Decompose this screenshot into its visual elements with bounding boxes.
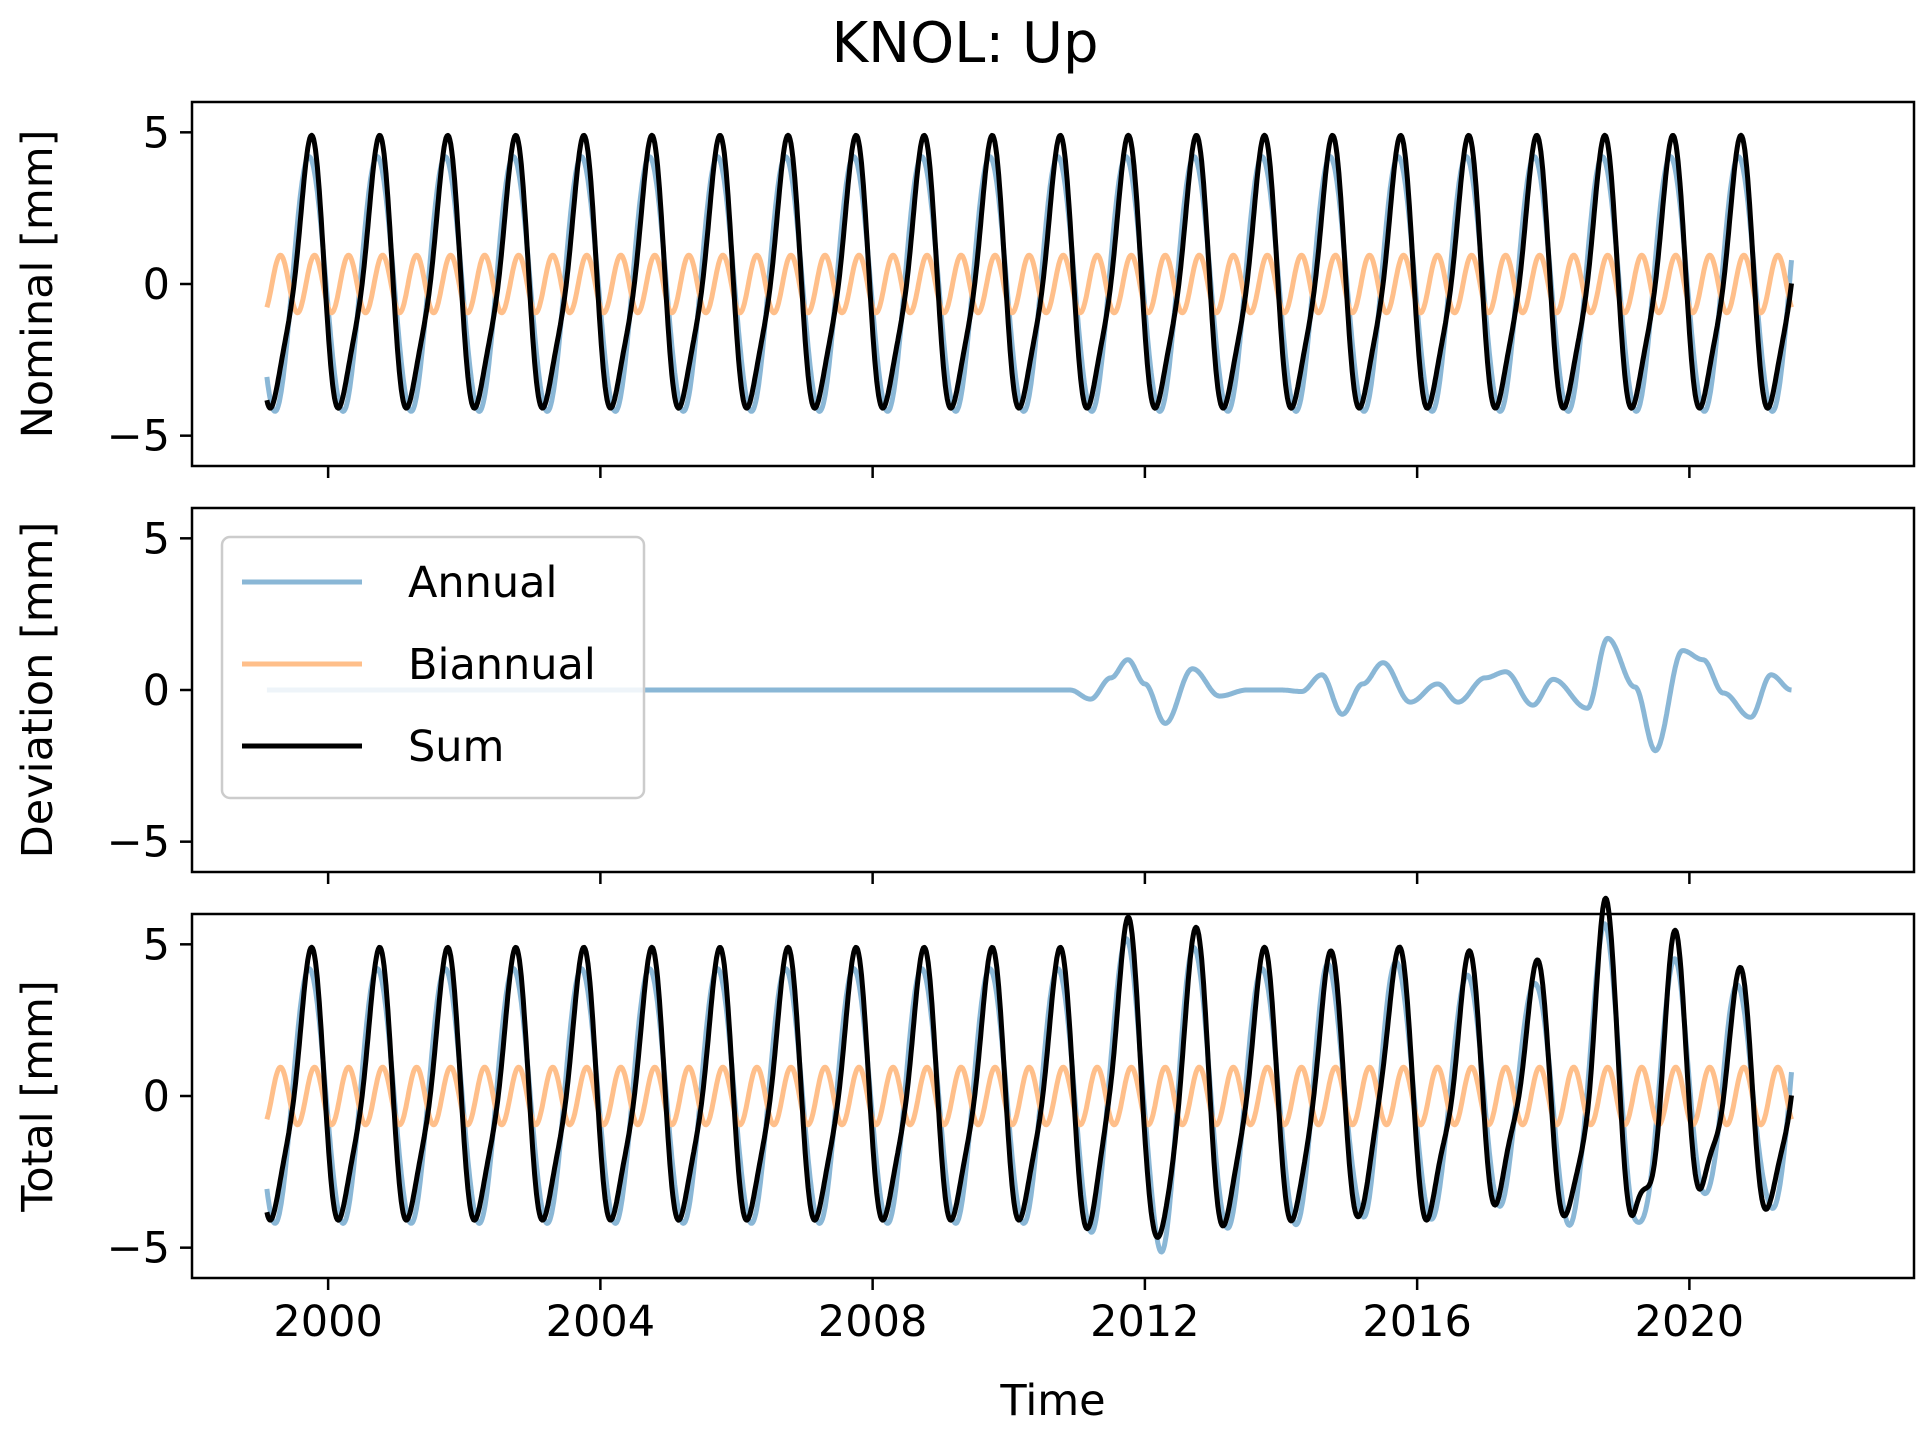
x-tick-label: 2012 <box>1090 1297 1199 1347</box>
series-sum-line-nominal <box>264 132 1794 411</box>
x-axis-nominal <box>326 466 1691 478</box>
plot-area-total <box>264 895 1794 1255</box>
y-tick-label-deviation: 5 <box>143 514 170 564</box>
y-axis-deviation: −5 0 5 <box>107 514 192 868</box>
legend-label-biannual: Biannual <box>408 640 596 690</box>
legend-label-annual: Annual <box>408 558 557 608</box>
chart-title: KNOL: Up <box>831 11 1098 76</box>
y-tick-label-deviation: 0 <box>143 666 170 716</box>
x-axis-label: Time <box>999 1376 1105 1426</box>
y-tick-label-deviation: −5 <box>107 818 170 868</box>
y-tick-label-nominal: −5 <box>107 412 170 462</box>
panel-deviation: −5 0 5 Deviation [mm] Annual Biannual Sum <box>13 506 1916 884</box>
y-tick-label-total: 0 <box>143 1072 170 1122</box>
panel-total: −5 0 5 2000 2004 2008 2012 2016 2020 Total [mm] <box>13 895 1916 1347</box>
x-axis-total: 2000 2004 2008 2012 2016 2020 <box>273 1278 1744 1347</box>
x-tick-label: 2016 <box>1362 1297 1471 1347</box>
y-axis-label-deviation: Deviation [mm] <box>13 522 63 859</box>
series-sum-line-total <box>264 895 1794 1240</box>
y-axis-label-total: Total [mm] <box>13 980 63 1212</box>
y-tick-label-nominal: 0 <box>143 260 170 310</box>
legend: Annual Biannual Sum <box>220 535 646 800</box>
x-tick-label: 2020 <box>1635 1297 1744 1347</box>
x-tick-label: 2008 <box>818 1297 927 1347</box>
y-tick-label-total: −5 <box>107 1224 170 1274</box>
y-axis-total: −5 0 5 <box>107 920 192 1274</box>
x-axis-deviation <box>326 872 1691 884</box>
plot-area-nominal <box>264 132 1794 414</box>
y-axis-label-nominal: Nominal [mm] <box>13 130 63 439</box>
legend-box <box>220 535 646 800</box>
legend-label-sum: Sum <box>408 722 504 772</box>
x-tick-label: 2004 <box>546 1297 655 1347</box>
series-annual-line-total <box>264 921 1794 1255</box>
y-tick-label-nominal: 5 <box>143 108 170 158</box>
series-biannual-line-nominal <box>264 252 1794 316</box>
panel-nominal: −5 0 5 Nominal [mm] <box>13 100 1916 478</box>
x-tick-label: 2000 <box>273 1297 382 1347</box>
y-tick-label-total: 5 <box>143 920 170 970</box>
y-axis-nominal: −5 0 5 <box>107 108 192 462</box>
series-biannual-line-total <box>264 1064 1794 1128</box>
